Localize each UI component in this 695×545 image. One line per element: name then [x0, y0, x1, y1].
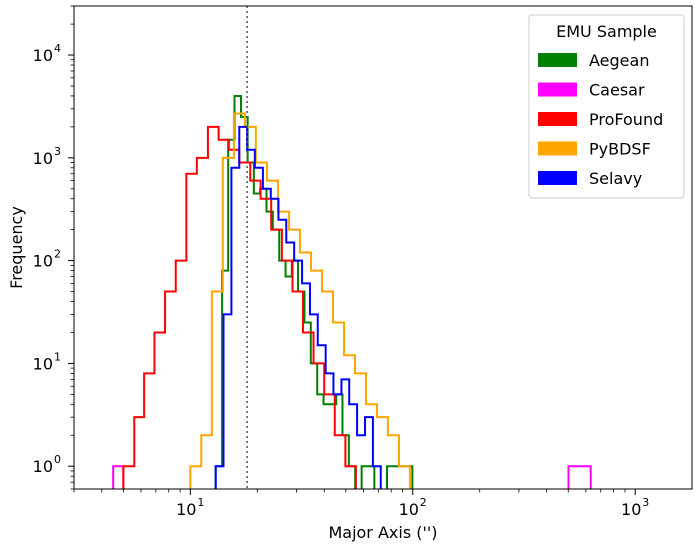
x-axis-ticks: 10 1 10 2 10 3: [73, 489, 649, 519]
series-pybdsf-step: [189, 112, 411, 489]
x-tick-exponent: 2: [420, 496, 427, 509]
legend-swatch-profound: [538, 112, 577, 126]
legend-label-profound: ProFound: [589, 110, 663, 129]
x-tick-label: 10: [399, 500, 419, 519]
x-tick-label: 10: [621, 500, 641, 519]
y-axis-label: Frequency: [7, 206, 26, 289]
y-tick-exponent: 0: [54, 453, 61, 466]
legend-label-selavy: Selavy: [589, 169, 642, 188]
legend-swatch-caesar: [538, 82, 577, 97]
legend-swatch-selavy: [538, 171, 577, 185]
legend-title: EMU Sample: [556, 22, 657, 41]
y-tick-exponent: 3: [54, 145, 61, 158]
series-selavy-step: [214, 125, 382, 489]
x-tick-exponent: 3: [642, 496, 649, 509]
x-tick-exponent: 1: [197, 496, 204, 509]
legend-swatch-aegean: [538, 53, 577, 67]
legend-label-caesar: Caesar: [589, 81, 645, 100]
legend-items: Aegean Caesar ProFound PyBDSF Selavy: [538, 51, 663, 188]
legend-swatch-pybdsf: [538, 141, 577, 156]
plot-frame: [73, 5, 693, 490]
y-tick-label: 10: [33, 46, 53, 65]
series-caesar-step: [112, 465, 592, 489]
legend-label-aegean: Aegean: [589, 51, 649, 70]
y-tick-label: 10: [33, 457, 53, 476]
series-aegean-step: [214, 94, 414, 489]
y-tick-label: 10: [33, 354, 53, 373]
y-tick-exponent: 2: [54, 248, 61, 261]
y-tick-label: 10: [33, 252, 53, 271]
y-tick-exponent: 1: [54, 350, 61, 363]
y-tick-exponent: 4: [54, 42, 61, 55]
x-axis-label: Major Axis (''): [328, 523, 437, 542]
y-tick-label: 10: [33, 149, 53, 168]
legend: EMU Sample Aegean Caesar ProFound PyBDSF Sel…: [528, 14, 685, 199]
series-profound-step: [122, 125, 357, 489]
x-tick-label: 10: [176, 500, 196, 519]
series-layer: [112, 94, 592, 489]
legend-label-pybdsf: PyBDSF: [589, 140, 651, 159]
